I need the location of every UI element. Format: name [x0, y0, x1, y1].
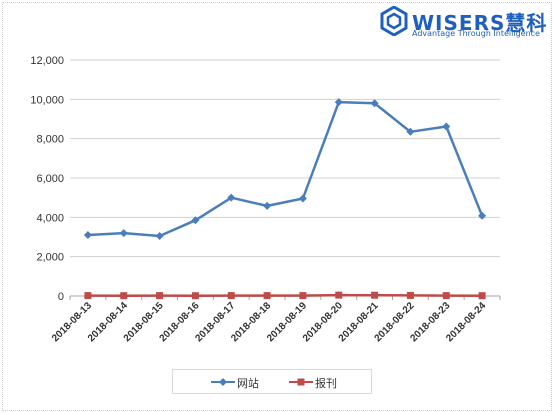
data-point [442, 292, 450, 300]
data-point [478, 292, 486, 300]
data-point [191, 216, 200, 225]
data-point [155, 232, 164, 241]
y-tick-label: 4,000 [36, 212, 64, 224]
data-point [227, 292, 235, 300]
gridlines [70, 59, 500, 297]
wisers-logo: WISERS慧科 Advantage Through Intelligence [380, 6, 550, 42]
y-tick-label: 12,000 [30, 55, 64, 67]
data-point [227, 193, 236, 202]
logo-tagline: Advantage Through Intelligence [412, 29, 540, 38]
data-point [370, 99, 379, 108]
series-line [87, 100, 484, 238]
data-point [299, 292, 307, 300]
data-point [263, 201, 272, 210]
data-point [119, 229, 128, 238]
y-tick-label: 10,000 [30, 94, 64, 106]
y-tick-label: 8,000 [36, 134, 64, 146]
data-point [83, 231, 92, 240]
series-group [83, 98, 487, 300]
data-point [335, 291, 343, 299]
data-point [263, 292, 271, 300]
data-point [406, 291, 414, 299]
square-marker-icon [289, 378, 313, 386]
chart-legend: 网站 报刊 [172, 369, 372, 394]
legend-label-series-2: 报刊 [315, 378, 337, 390]
data-point [84, 292, 92, 300]
data-point [191, 292, 199, 300]
logo-wordmark: WISERS慧科 [412, 11, 548, 35]
data-point [371, 291, 379, 299]
series-2 [84, 291, 486, 300]
y-tick-label: 6,000 [36, 173, 64, 185]
y-axis-ticks: 0 2,000 4,000 6,000 8,000 10,000 12,000 [30, 55, 64, 303]
hexagon-logo-icon [380, 6, 408, 36]
data-point [334, 98, 343, 107]
data-point [442, 122, 451, 131]
diamond-marker-icon [211, 378, 235, 386]
data-point [120, 292, 128, 300]
series-1 [83, 98, 487, 241]
data-point [298, 194, 307, 203]
y-tick-label: 2,000 [36, 252, 64, 264]
y-tick-label: 0 [58, 291, 64, 303]
legend-label-series-1: 网站 [237, 378, 259, 390]
data-point [478, 211, 487, 220]
x-axis-ticks: 2018-08-132018-08-142018-08-152018-08-16… [50, 296, 501, 344]
series-line [87, 293, 483, 297]
data-point [406, 127, 415, 136]
data-point [156, 292, 164, 300]
